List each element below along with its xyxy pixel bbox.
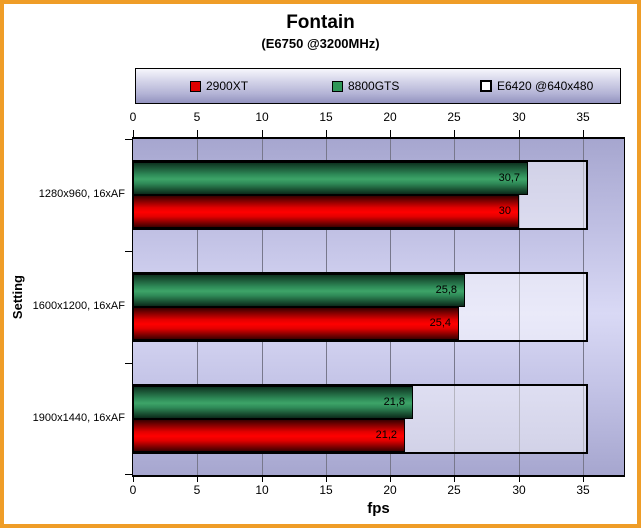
axis-tick	[454, 130, 455, 137]
axis-tick-label: 25	[447, 483, 461, 497]
x-axis-title: fps	[367, 500, 390, 517]
chart-title: Fontain	[286, 12, 355, 33]
bar-value-label: 25,4	[429, 317, 451, 329]
bar-value-label: 21,8	[383, 396, 405, 408]
bar-group-1280x960: 30,7 30	[133, 139, 624, 251]
axis-tick-label: 35	[576, 110, 590, 124]
bar-8800gts: 21,8	[133, 386, 413, 419]
gridline	[519, 139, 520, 475]
legend-marker-red-icon	[190, 80, 201, 92]
axis-tick-label: 15	[319, 483, 333, 497]
bar-value-label: 25,8	[435, 284, 457, 296]
axis-tick-label: 20	[383, 483, 397, 497]
bar-8800gts: 30,7	[133, 162, 528, 195]
axis-tick	[583, 475, 584, 482]
legend-marker-white-icon	[480, 80, 492, 92]
axis-tick-label: 35	[576, 483, 590, 497]
bar-2900xt: 25,4	[133, 307, 459, 340]
legend-label: 2900XT	[206, 79, 249, 93]
gridline	[583, 139, 584, 475]
axis-tick	[326, 130, 327, 137]
axis-tick-label: 10	[255, 110, 269, 124]
axis-tick	[125, 139, 132, 140]
axis-tick-label: 15	[319, 110, 333, 124]
axis-tick	[125, 251, 132, 252]
legend-marker-green-icon	[332, 80, 343, 92]
axis-tick	[197, 475, 198, 482]
bar-value-label: 21,2	[375, 429, 397, 441]
bar-group-1600x1200: 25,8 25,4	[133, 251, 624, 363]
plot-area: 0 0 5 5 10 10 15 15 20 20 25 25 30 30 35 35 30,7 30 25,…	[125, 110, 625, 497]
bar-group-1900x1440: 21,8 21,2	[133, 363, 624, 475]
legend-item-8800gts: 8800GTS	[332, 69, 399, 103]
axis-tick	[519, 475, 520, 482]
axis-tick-label: 30	[512, 110, 526, 124]
axis-tick	[454, 475, 455, 482]
axis-tick	[326, 475, 327, 482]
y-axis-title: Setting	[10, 275, 25, 320]
axis-tick-label: 5	[193, 483, 201, 497]
legend: 2900XT 8800GTS E6420 @640x480	[135, 68, 621, 104]
axis-tick	[390, 475, 391, 482]
bar-value-label: 30	[498, 205, 511, 217]
legend-label: E6420 @640x480	[497, 79, 594, 93]
axis-tick	[125, 363, 132, 364]
legend-item-e6420: E6420 @640x480	[480, 69, 593, 103]
axis-tick-label: 25	[447, 110, 461, 124]
axis-tick-label: 0	[129, 110, 137, 124]
bar-2900xt: 21,2	[133, 419, 405, 452]
axis-tick	[262, 475, 263, 482]
legend-item-2900xt: 2900XT	[190, 69, 248, 103]
axis-tick-label: 30	[512, 483, 526, 497]
category-label-1900x1440: 1900x1440, 16xAF	[32, 412, 125, 424]
axis-tick	[125, 474, 132, 475]
bar-2900xt: 30	[133, 195, 519, 228]
axis-tick	[519, 130, 520, 137]
bar-8800gts: 25,8	[133, 274, 465, 307]
axis-tick-label: 0	[129, 483, 137, 497]
legend-label: 8800GTS	[348, 79, 400, 93]
axis-tick	[583, 130, 584, 137]
axis-tick	[133, 130, 134, 137]
bar-value-label: 30,7	[498, 172, 520, 184]
category-label-1280x960: 1280x960, 16xAF	[38, 188, 125, 200]
axis-tick	[197, 130, 198, 137]
axis-tick	[133, 475, 134, 482]
category-label-1600x1200: 1600x1200, 16xAF	[32, 300, 125, 312]
axis-tick	[262, 130, 263, 137]
axis-tick	[390, 130, 391, 137]
axis-tick-label: 5	[193, 110, 201, 124]
chart-subtitle: (E6750 @3200MHz)	[261, 36, 380, 51]
axis-tick-label: 10	[255, 483, 269, 497]
axis-tick-label: 20	[383, 110, 397, 124]
